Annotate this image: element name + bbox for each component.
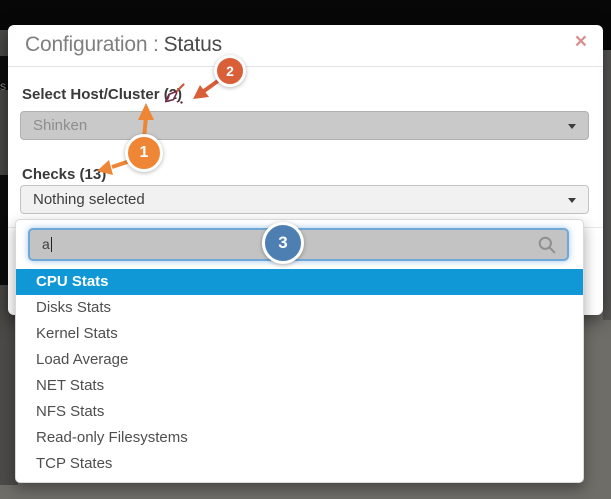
title-emphasis: Status	[163, 33, 223, 56]
dropdown-option[interactable]: Kernel Stats	[36, 325, 118, 342]
caret-down-icon	[568, 198, 576, 203]
text-cursor	[50, 237, 52, 252]
host-cluster-label: Select Host/Cluster (2)	[22, 86, 183, 103]
dropdown-option[interactable]: Disks Stats	[36, 299, 112, 316]
dropdown-option[interactable]: Load Average	[36, 351, 129, 368]
search-input-value: a	[42, 236, 52, 252]
search-icon	[538, 236, 556, 254]
dropdown-option[interactable]: NET Stats	[36, 377, 105, 394]
dropdown-option[interactable]: NFS Stats	[36, 403, 105, 420]
callout-badge-2: 2	[214, 55, 246, 87]
checks-selected-value: Nothing selected	[33, 191, 145, 208]
backdrop-left-dark-patch	[0, 175, 8, 285]
title-prefix: Configuration :	[25, 33, 159, 56]
page-title: Configuration : Status	[25, 33, 222, 57]
host-cluster-select[interactable]: Shinken	[20, 111, 589, 140]
backdrop-right-dark-patch	[603, 30, 611, 50]
dropdown-option[interactable]: TCP States	[36, 455, 113, 472]
caret-down-icon	[568, 124, 576, 129]
checks-label: Checks (13)	[22, 166, 107, 183]
checks-select[interactable]: Nothing selected	[20, 185, 589, 214]
close-icon[interactable]: ×	[574, 30, 587, 53]
dropdown-option[interactable]: CPU Stats	[16, 269, 583, 295]
callout-badge-1: 1	[125, 134, 163, 172]
backdrop-right-strip	[603, 50, 611, 320]
dropdown-option[interactable]: Read-only Filesystems	[36, 429, 188, 446]
callout-badge-3: 3	[262, 222, 304, 264]
backdrop-clipped-text: s	[0, 79, 6, 93]
modal-header: Configuration : Status ×	[8, 25, 603, 67]
checks-dropdown-menu: a CPU Stats Disks Stats Kernel Stats Loa…	[15, 219, 584, 483]
checks-option-list: CPU Stats Disks Stats Kernel Stats Load …	[16, 269, 583, 477]
backdrop-left-dark-patch	[0, 56, 8, 90]
host-cluster-selected-value: Shinken	[33, 117, 88, 134]
broom-icon[interactable]	[162, 82, 186, 106]
